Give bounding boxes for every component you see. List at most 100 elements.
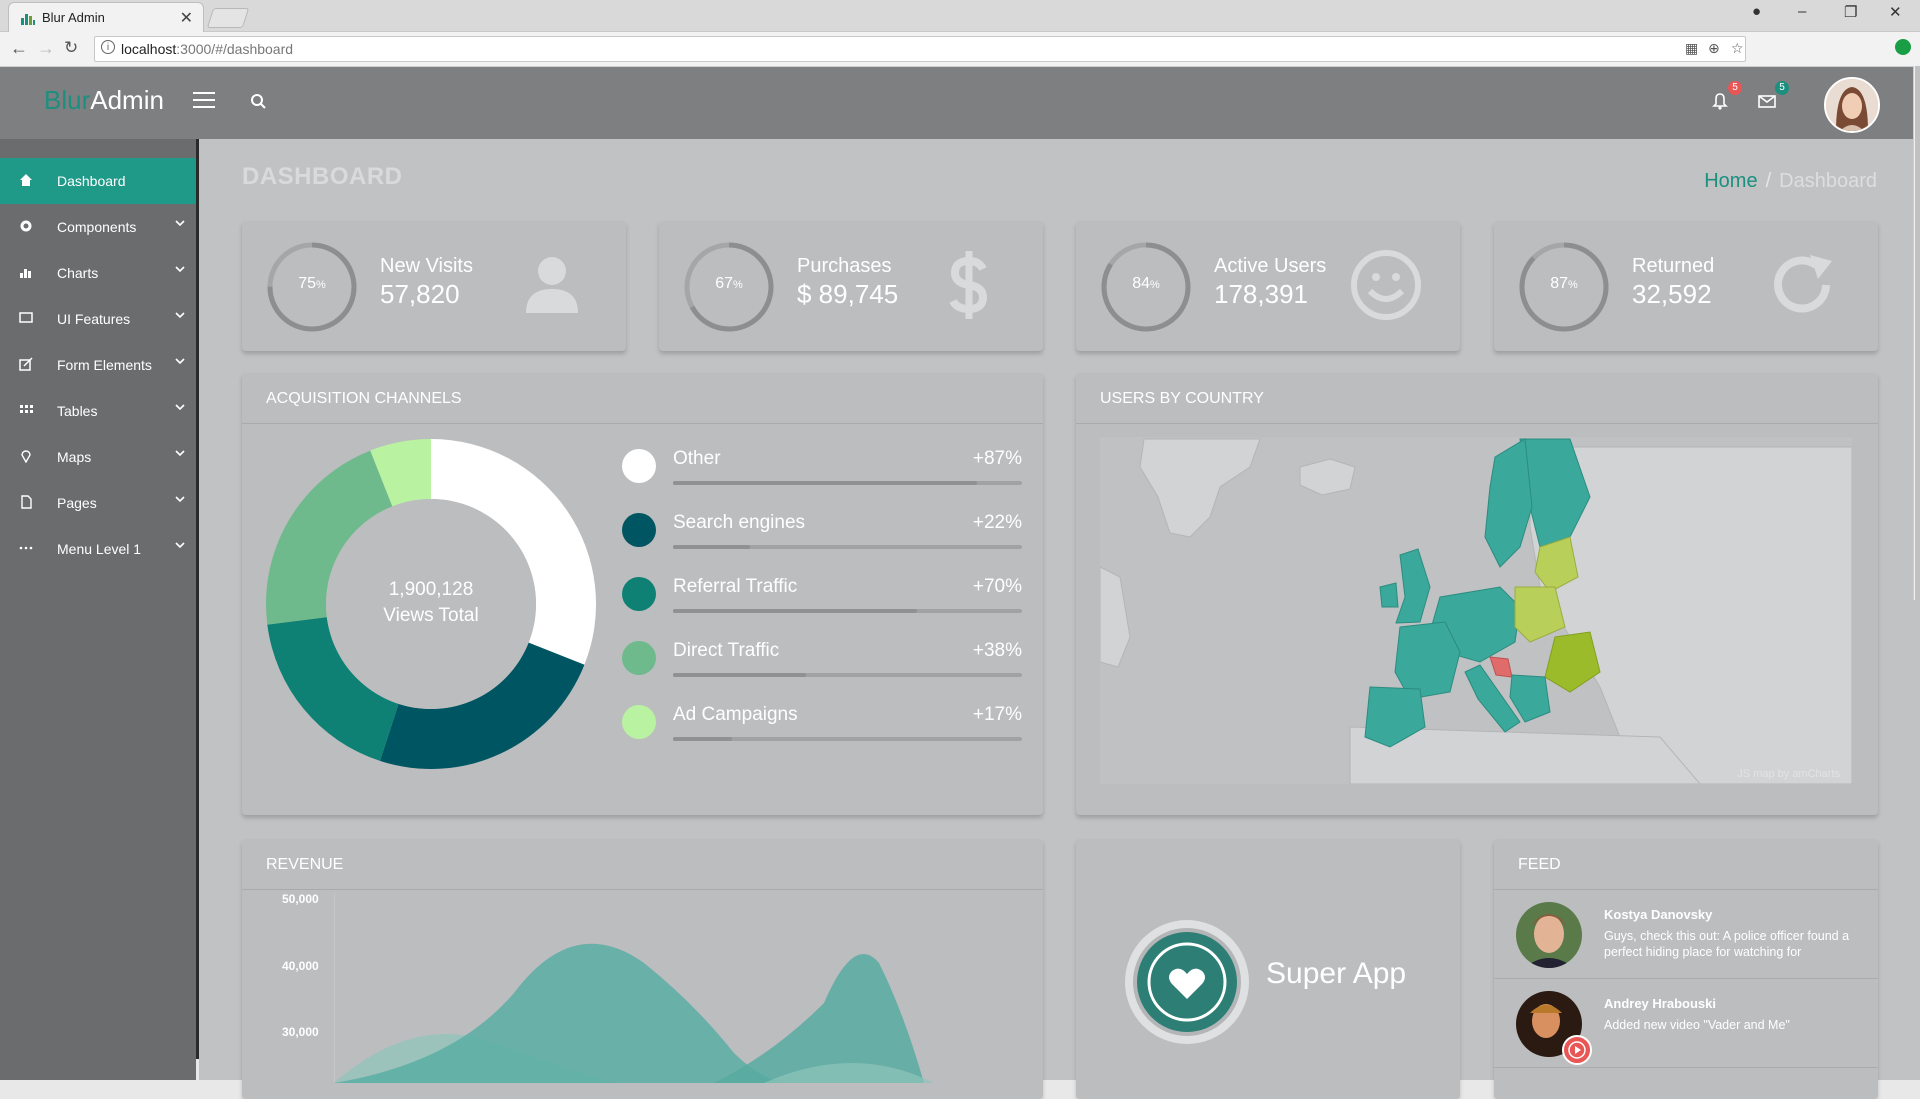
sidebar-item-label: Components <box>57 219 137 235</box>
sidebar-item-maps[interactable]: Maps <box>0 434 196 480</box>
menu-toggle-icon[interactable] <box>193 92 215 113</box>
sidebar-item-label: Maps <box>57 449 92 465</box>
channel-legend-item: Referral Traffic +70% <box>622 571 1022 621</box>
channel-progress-fill <box>673 609 918 613</box>
returned-value: 32,592 <box>1632 279 1712 309</box>
stat-card-purchases: 67% Purchases $ 89,745 <box>659 221 1043 351</box>
breadcrumb-home-link[interactable]: Home <box>1704 170 1758 192</box>
acquisition-card-title: ACQUISITION CHANNELS <box>266 390 462 407</box>
europe-map[interactable]: JS map by amCharts <box>1100 437 1852 784</box>
browser-tab[interactable]: Blur Admin ✕ <box>8 2 204 32</box>
donut-slice[interactable] <box>266 450 393 625</box>
back-icon[interactable]: ← <box>10 38 28 58</box>
gear-icon <box>20 220 32 232</box>
chevron-down-icon[interactable] <box>174 539 186 551</box>
zoom-icon[interactable]: ⊕ <box>1708 40 1720 56</box>
chevron-down-icon[interactable] <box>174 493 186 505</box>
tab-close-icon[interactable]: ✕ <box>179 10 193 27</box>
envelope-icon <box>1758 95 1776 108</box>
app-header: BlurAdmin 5 5 <box>0 67 1920 139</box>
new-tab-button[interactable] <box>206 8 250 28</box>
donut-slice[interactable] <box>380 642 585 769</box>
chevron-down-icon[interactable] <box>174 355 186 367</box>
translate-icon[interactable]: ▦ <box>1685 40 1699 56</box>
chevron-down-icon[interactable] <box>174 447 186 459</box>
purchases-label: Purchases <box>797 255 892 277</box>
super-app-card[interactable]: Super App <box>1076 839 1460 1099</box>
account-icon[interactable]: ● <box>1752 3 1762 20</box>
channel-value: +17% <box>972 704 1022 725</box>
y-axis-tick: 40,000 <box>282 959 319 973</box>
acquisition-card-header: ACQUISITION CHANNELS <box>242 373 1043 424</box>
stat-card-returned: 87% Returned 32,592 <box>1494 221 1878 351</box>
ellipsis-icon <box>19 546 33 550</box>
channel-label: Other <box>673 448 721 469</box>
feed-card-header: FEED <box>1494 839 1878 890</box>
monitor-icon <box>19 312 33 323</box>
bar-chart-favicon-icon <box>21 14 35 25</box>
refresh-icon <box>1774 255 1832 313</box>
feed-author[interactable]: Kostya Danovsky <box>1604 907 1713 922</box>
donut-slice[interactable] <box>431 439 596 665</box>
extension-icon[interactable] <box>1895 39 1911 55</box>
sidebar-scrollbar[interactable] <box>196 139 199 1059</box>
views-total-label: Views Total <box>383 605 479 626</box>
chevron-down-icon[interactable] <box>174 309 186 321</box>
sidebar-item-charts[interactable]: Charts <box>0 250 196 296</box>
channel-progress-track <box>673 545 1022 549</box>
page-scrollbar[interactable] <box>1913 66 1920 600</box>
users-by-country-header: USERS BY COUNTRY <box>1076 373 1878 424</box>
search-input[interactable] <box>276 87 480 117</box>
feed-text: Guys, check this out: A police officer f… <box>1604 929 1850 959</box>
users-by-country-title: USERS BY COUNTRY <box>1100 390 1264 407</box>
messages-badge: 5 <box>1775 81 1789 95</box>
channel-value: +38% <box>972 640 1022 661</box>
sidebar-item-form-elements[interactable]: Form Elements <box>0 342 196 388</box>
sidebar-item-dashboard[interactable]: Dashboard <box>0 158 196 204</box>
sidebar-item-menu-level-1[interactable]: Menu Level 1 <box>0 526 196 572</box>
feed-card: FEED Kostya Danovsky Guys, check this ou… <box>1494 839 1878 1099</box>
reload-icon[interactable]: ↻ <box>64 38 79 57</box>
bell-icon <box>1712 93 1728 110</box>
legend-color-dot <box>622 705 656 739</box>
play-video-icon[interactable] <box>1562 1035 1592 1065</box>
channel-legend-item: Ad Campaigns +17% <box>622 699 1022 749</box>
messages-button[interactable]: 5 <box>1755 81 1789 113</box>
channel-progress-track <box>673 737 1022 741</box>
chevron-down-icon[interactable] <box>174 401 186 413</box>
app-logo[interactable]: BlurAdmin <box>44 85 164 115</box>
revenue-area-chart <box>334 893 934 1083</box>
notifications-badge: 5 <box>1728 81 1742 95</box>
info-icon[interactable]: i <box>101 40 115 54</box>
donut-slice[interactable] <box>370 439 431 507</box>
chevron-down-icon[interactable] <box>174 217 186 229</box>
forward-icon[interactable]: → <box>37 38 55 58</box>
sidebar-item-pages[interactable]: Pages <box>0 480 196 526</box>
minimize-icon[interactable]: – <box>1798 3 1807 20</box>
sidebar-item-ui-features[interactable]: UI Features <box>0 296 196 342</box>
url-field[interactable]: i localhost:3000/#/dashboard ▦ ⊕ ☆ <box>94 36 1746 62</box>
y-axis-tick: 50,000 <box>282 892 319 906</box>
user-avatar[interactable] <box>1824 77 1880 133</box>
sidebar-item-components[interactable]: Components <box>0 204 196 250</box>
feed-item[interactable]: Kostya Danovsky Guys, check this out: A … <box>1494 890 1878 979</box>
returned-percent: 87% <box>1550 275 1578 292</box>
active-users-percent: 84% <box>1132 275 1160 292</box>
acquisition-channels-card: ACQUISITION CHANNELS 1,900,128 Views Tot… <box>242 373 1043 815</box>
restore-icon[interactable]: ❐ <box>1844 4 1858 21</box>
feed-item[interactable]: Andrey Hrabouski Added new video "Vader … <box>1494 979 1878 1068</box>
channel-progress-track <box>673 609 1022 613</box>
notifications-button[interactable]: 5 <box>1708 81 1742 113</box>
channel-progress-track <box>673 673 1022 677</box>
search-icon[interactable] <box>248 91 270 113</box>
feed-text: Added new video "Vader and Me" <box>1604 1018 1790 1032</box>
channel-label: Direct Traffic <box>673 640 780 661</box>
feed-author[interactable]: Andrey Hrabouski <box>1604 996 1716 1011</box>
grid-icon <box>20 405 33 413</box>
close-window-icon[interactable]: ✕ <box>1889 4 1902 21</box>
chevron-down-icon[interactable] <box>174 263 186 275</box>
bookmark-star-icon[interactable]: ☆ <box>1731 40 1744 56</box>
donut-slice[interactable] <box>267 617 399 761</box>
breadcrumb: Home / Dashboard <box>1704 170 1877 193</box>
sidebar-item-tables[interactable]: Tables <box>0 388 196 434</box>
